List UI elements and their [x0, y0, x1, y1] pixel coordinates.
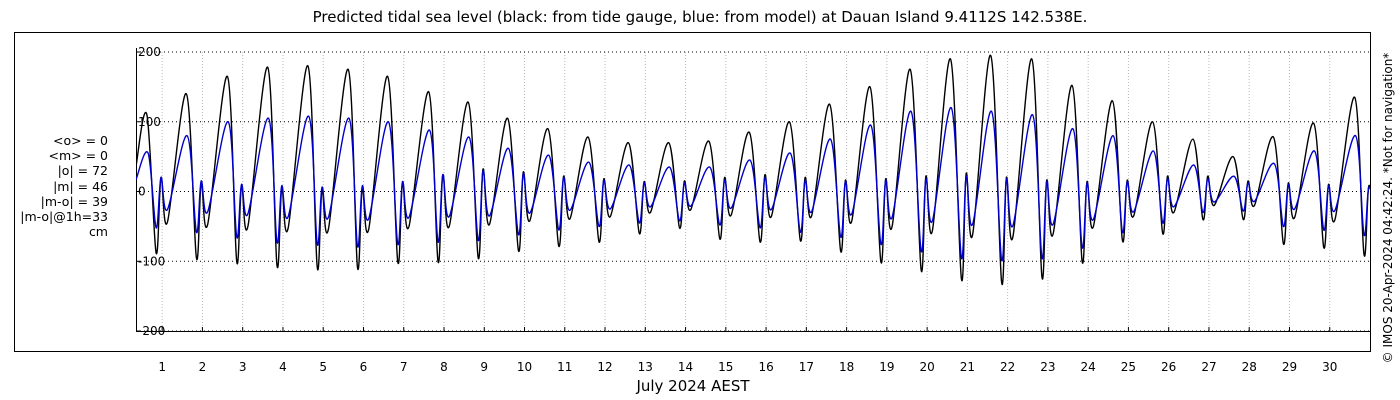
x-tick-label-5: 5: [319, 360, 327, 374]
x-tick-label-29: 29: [1282, 360, 1297, 374]
stat-unit: cm: [88, 224, 108, 240]
x-tick-label-7: 7: [400, 360, 408, 374]
x-tick-label-12: 12: [597, 360, 612, 374]
x-tick-label-22: 22: [1000, 360, 1015, 374]
x-tick-label-25: 25: [1121, 360, 1136, 374]
x-tick-label-26: 26: [1161, 360, 1176, 374]
x-tick-label-13: 13: [638, 360, 653, 374]
statistics-panel: <o> = 0 <m> = 0 |o| = 72 |m| = 46 |m-o| …: [8, 133, 108, 239]
chart-title: Predicted tidal sea level (black: from t…: [312, 8, 1088, 26]
stat-abs-diff-1h: |m-o|@1h=33: [20, 209, 108, 225]
x-tick-label-24: 24: [1081, 360, 1096, 374]
x-tick-label-8: 8: [440, 360, 448, 374]
x-tick-label-6: 6: [360, 360, 368, 374]
stat-abs-diff: |m-o| = 39: [40, 193, 108, 209]
x-tick-label-30: 30: [1322, 360, 1337, 374]
series-tide-gauge-line: [136, 54, 1370, 286]
x-tick-label-2: 2: [199, 360, 207, 374]
stat-mean-model: <m> = 0: [48, 148, 109, 164]
x-tick-label-11: 11: [557, 360, 572, 374]
x-tick-label-19: 19: [879, 360, 894, 374]
series-model-line: [136, 107, 1370, 262]
y-tick-label-0: 0: [138, 185, 146, 199]
outer-frame: [14, 32, 1371, 352]
x-tick-label-27: 27: [1201, 360, 1216, 374]
stat-abs-observed: |o| = 72: [57, 163, 108, 179]
x-tick-label-28: 28: [1242, 360, 1257, 374]
x-axis-label: July 2024 AEST: [635, 377, 750, 395]
x-tick-label-16: 16: [758, 360, 773, 374]
x-tick-label-10: 10: [517, 360, 532, 374]
x-tick-label-4: 4: [279, 360, 287, 374]
x-tick-label-18: 18: [839, 360, 854, 374]
stat-abs-model: |m| = 46: [53, 178, 108, 194]
x-tick-label-1: 1: [158, 360, 166, 374]
x-tick-label-23: 23: [1040, 360, 1055, 374]
y-tick-label-200: 200: [138, 45, 161, 59]
x-tick-label-14: 14: [678, 360, 693, 374]
stat-mean-observed: <o> = 0: [53, 133, 108, 148]
x-tick-label-9: 9: [480, 360, 488, 374]
day-gridlines: [161, 52, 1331, 331]
series-group: [136, 54, 1370, 286]
x-axis: 1 2 3 4 5 6 7 8 9 10 11 12 13 14 15 16 17 18 19 20 21 22 23 24 2…: [136, 327, 1370, 374]
x-tick-label-15: 15: [718, 360, 733, 374]
x-tick-label-3: 3: [239, 360, 247, 374]
x-tick-label-20: 20: [919, 360, 934, 374]
x-tick-label-21: 21: [960, 360, 975, 374]
y-tick-label--100: -100: [138, 254, 165, 268]
x-tick-label-17: 17: [799, 360, 814, 374]
